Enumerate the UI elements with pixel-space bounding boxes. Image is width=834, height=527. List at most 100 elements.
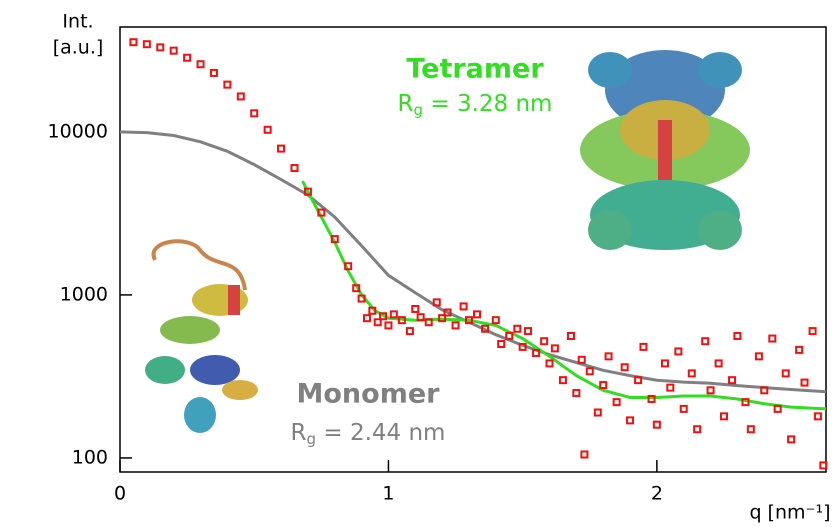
- data-point: [397, 316, 406, 325]
- data-point: [819, 461, 828, 470]
- series-label: Tetramer: [406, 54, 544, 85]
- data-point: [558, 376, 567, 385]
- tetramer-structure: [580, 50, 750, 250]
- data-point: [706, 386, 715, 395]
- data-point: [389, 310, 398, 319]
- data-point: [626, 416, 635, 425]
- data-point: [497, 339, 506, 348]
- data-point: [545, 359, 554, 368]
- data-point: [540, 337, 549, 346]
- data-point: [532, 349, 541, 358]
- data-point: [741, 398, 750, 407]
- data-point: [443, 308, 452, 317]
- data-point: [572, 389, 581, 398]
- data-point: [604, 352, 613, 361]
- data-point: [524, 327, 533, 336]
- data-point: [368, 306, 377, 315]
- data-point: [566, 331, 575, 340]
- data-point: [362, 314, 371, 323]
- rg-label: Rg = 3.28 nm: [398, 91, 553, 119]
- data-point: [701, 337, 710, 346]
- data-point: [129, 38, 138, 47]
- x-axis-label: q [nm⁻¹]: [749, 502, 830, 524]
- data-point: [505, 331, 514, 340]
- data-point: [693, 425, 702, 434]
- data-point: [169, 46, 178, 55]
- data-point: [405, 327, 414, 336]
- rg-symbol: R: [291, 420, 307, 446]
- data-point: [303, 187, 312, 196]
- data-point: [580, 450, 589, 459]
- data-point: [384, 321, 393, 330]
- data-point: [800, 378, 809, 387]
- data-point: [787, 435, 796, 444]
- rg-label: Rg = 2.44 nm: [291, 420, 446, 448]
- data-point: [473, 310, 482, 319]
- data-point: [599, 381, 608, 390]
- data-point: [652, 420, 661, 429]
- data-point: [577, 355, 586, 364]
- data-point: [379, 312, 388, 321]
- data-point: [647, 394, 656, 403]
- data-point: [768, 334, 777, 343]
- data-point: [416, 313, 425, 322]
- rg-symbol: R: [398, 91, 414, 117]
- data-point: [513, 324, 522, 333]
- data-point: [290, 164, 299, 173]
- data-point: [352, 284, 361, 293]
- data-point: [679, 404, 688, 413]
- data-point: [728, 376, 737, 385]
- y-tick-label: 100: [72, 446, 108, 468]
- data-point: [733, 331, 742, 340]
- x-tick-label: 1: [382, 483, 394, 505]
- model-curve: [301, 180, 827, 411]
- data-point: [236, 92, 245, 101]
- data-point: [432, 298, 441, 307]
- data-point: [250, 109, 259, 118]
- plot-frame: [119, 26, 827, 473]
- data-point: [263, 125, 272, 134]
- data-point: [464, 316, 473, 325]
- data-point: [773, 404, 782, 413]
- data-point: [714, 359, 723, 368]
- data-point: [808, 327, 817, 336]
- data-point: [357, 294, 366, 303]
- data-point: [687, 369, 696, 378]
- x-tick-label: 2: [651, 483, 663, 505]
- data-point: [277, 144, 286, 153]
- data-point: [209, 68, 218, 77]
- data-point: [612, 398, 621, 407]
- data-point: [593, 408, 602, 417]
- data-point: [674, 347, 683, 356]
- data-point: [491, 316, 500, 325]
- data-point: [424, 318, 433, 327]
- data-point: [746, 425, 755, 434]
- rg-value: = 3.28 nm: [423, 91, 552, 117]
- data-point: [196, 60, 205, 69]
- data-point: [344, 262, 353, 271]
- data-point: [223, 80, 232, 89]
- monomer-structure: [145, 239, 258, 433]
- data-point: [754, 352, 763, 361]
- data-point: [518, 342, 527, 351]
- data-point: [411, 304, 420, 313]
- data-point: [451, 321, 460, 330]
- data-point: [795, 345, 804, 354]
- data-point: [550, 344, 559, 353]
- data-point: [781, 369, 790, 378]
- y-tick-label: 10000: [48, 120, 108, 142]
- rg-value: = 2.44 nm: [316, 420, 445, 446]
- data-point: [666, 383, 675, 392]
- data-point: [330, 235, 339, 244]
- data-point: [634, 376, 643, 385]
- data-point: [481, 324, 490, 333]
- data-point: [183, 53, 192, 62]
- rg-subscript: g: [307, 430, 317, 448]
- y-axis-label: [a.u.]: [53, 37, 104, 59]
- data-point: [660, 359, 669, 368]
- data-point: [813, 412, 822, 421]
- y-tick-label: 1000: [60, 283, 108, 305]
- data-point: [760, 386, 769, 395]
- x-tick-label: 0: [114, 483, 126, 505]
